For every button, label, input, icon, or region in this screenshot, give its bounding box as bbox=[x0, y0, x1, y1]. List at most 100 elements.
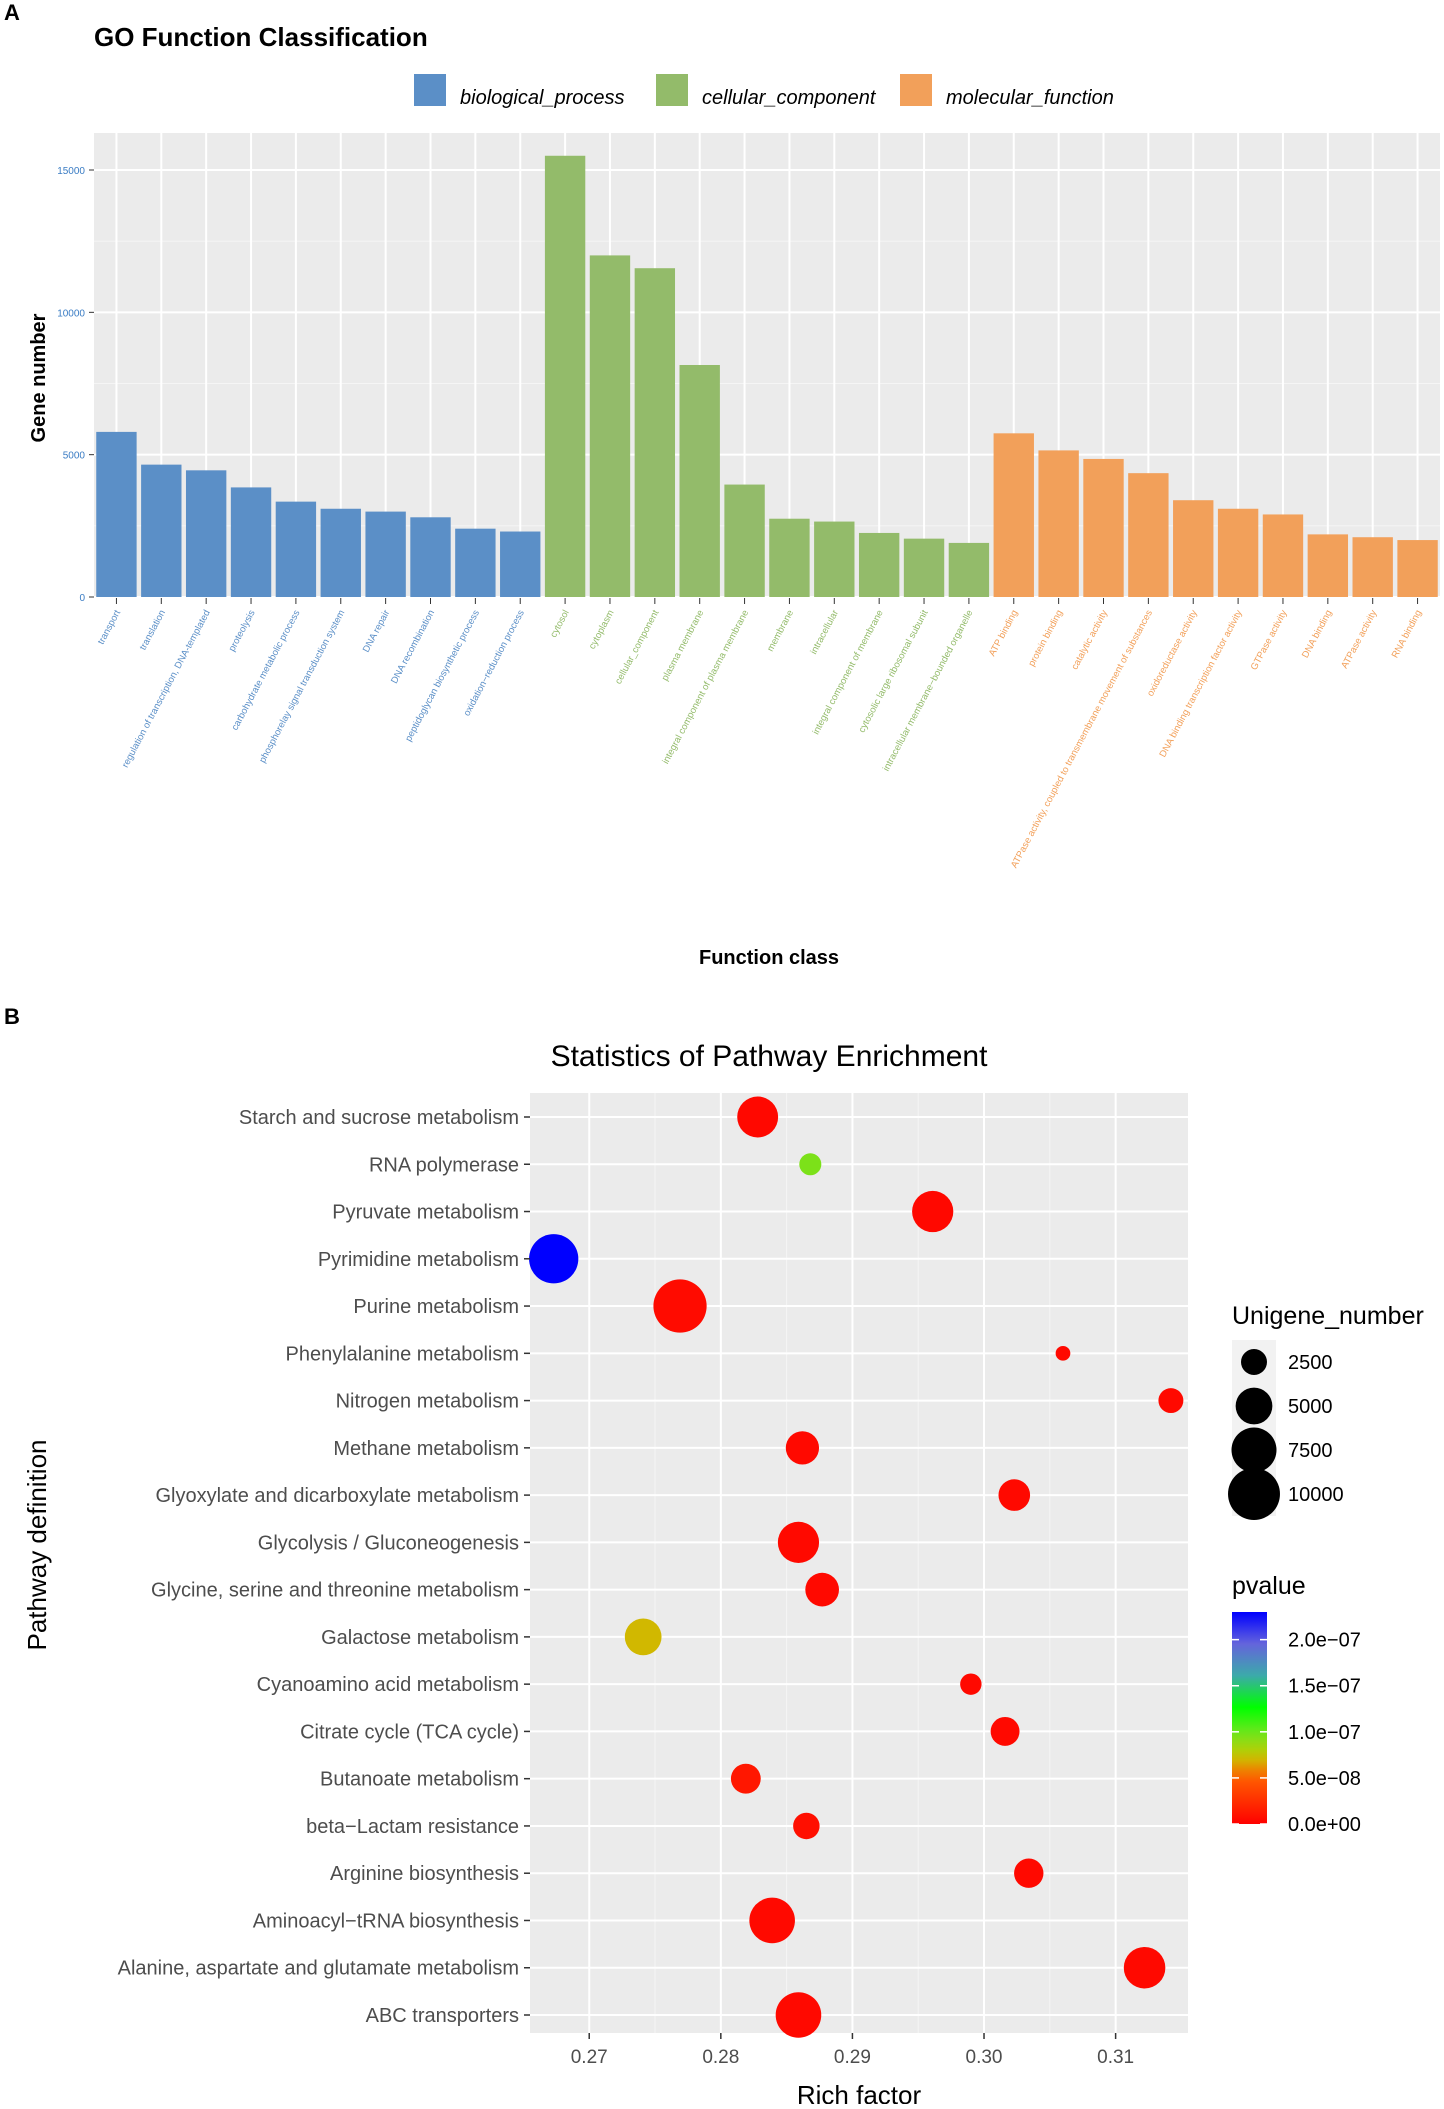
bar-0 bbox=[96, 431, 137, 597]
x-tick-label-1: translation bbox=[138, 608, 168, 652]
y-tick-label: 15000 bbox=[57, 166, 85, 177]
x-tick-label-19: intracellular membrane−bounded organelle bbox=[881, 608, 976, 773]
pathway-y-axis-label: Pathway definition bbox=[22, 1439, 52, 1650]
go-x-axis-label: Function class bbox=[699, 947, 839, 969]
color-legend-title: pvalue bbox=[1232, 1572, 1306, 1600]
pw-y-tick-label-1: RNA polymerase bbox=[369, 1154, 519, 1176]
pw-y-tick-label-5: Phenylalanine metabolism bbox=[286, 1343, 519, 1365]
go-y-axis: 0 5000 10000 15000 bbox=[57, 166, 94, 604]
bar-24 bbox=[1173, 500, 1214, 597]
pw-y-tick-label-7: Methane metabolism bbox=[333, 1438, 519, 1460]
bar-1 bbox=[141, 464, 182, 597]
pw-y-tick-label-16: Arginine biosynthesis bbox=[330, 1863, 519, 1885]
size-legend-label-1: 5000 bbox=[1288, 1396, 1333, 1418]
pathway-x-axis: 0.27 0.28 0.29 0.30 0.31 bbox=[571, 2033, 1134, 2068]
bar-17 bbox=[858, 532, 900, 597]
bar-26 bbox=[1262, 514, 1304, 597]
bar-9 bbox=[500, 531, 541, 597]
x-tick-label-25: DNA binding transcription factor activit… bbox=[1157, 608, 1244, 759]
bar-16 bbox=[814, 521, 855, 597]
x-tick-label-8: peptidoglycan biosynthetic process bbox=[403, 608, 482, 743]
point-17 bbox=[749, 1897, 795, 1944]
pathway-x-axis-label: Rich factor bbox=[797, 2080, 922, 2104]
x-tick-label-11: cytoplasm bbox=[587, 608, 617, 651]
pathway-plot-panel bbox=[530, 1093, 1188, 2033]
pw-y-tick-label-14: Butanoate metabolism bbox=[320, 1769, 519, 1791]
bar-4 bbox=[275, 501, 317, 597]
point-3 bbox=[529, 1234, 579, 1284]
point-1 bbox=[799, 1153, 822, 1176]
point-10 bbox=[805, 1572, 839, 1607]
size-legend-dot-1 bbox=[1235, 1387, 1273, 1425]
color-legend-label-0: 2.0e−07 bbox=[1288, 1630, 1361, 1652]
y-tick-label: 5000 bbox=[63, 451, 86, 462]
point-6 bbox=[1158, 1388, 1184, 1414]
pw-y-tick-label-2: Pyruvate metabolism bbox=[332, 1202, 519, 1224]
pw-x-tick-label: 0.27 bbox=[571, 2047, 608, 2068]
point-18 bbox=[1123, 1946, 1166, 1989]
bar-18 bbox=[903, 538, 945, 597]
pw-y-tick-label-18: Alanine, aspartate and glutamate metabol… bbox=[118, 1958, 519, 1980]
legend-swatch-cellular_component bbox=[656, 74, 688, 106]
bar-28 bbox=[1352, 537, 1393, 597]
pw-y-tick-label-4: Purine metabolism bbox=[353, 1296, 519, 1318]
x-tick-label-14: integral component of plasma membrane bbox=[660, 608, 751, 766]
pw-x-tick-label: 0.30 bbox=[966, 2047, 1003, 2068]
x-tick-label-21: protein binding bbox=[1026, 608, 1065, 668]
size-legend-dot-0 bbox=[1241, 1349, 1267, 1375]
bar-10 bbox=[544, 155, 586, 597]
bar-5 bbox=[320, 508, 361, 597]
bar-22 bbox=[1083, 458, 1124, 597]
x-tick-label-29: RNA binding bbox=[1390, 608, 1425, 660]
point-5 bbox=[1055, 1345, 1071, 1361]
pw-y-tick-label-13: Citrate cycle (TCA cycle) bbox=[300, 1721, 519, 1743]
bar-27 bbox=[1307, 534, 1349, 597]
pw-y-tick-label-17: Aminoacyl−tRNA biosynthesis bbox=[253, 1910, 519, 1932]
point-12 bbox=[960, 1673, 982, 1695]
x-tick-label-13: plasma membrane bbox=[660, 608, 707, 683]
bar-2 bbox=[185, 470, 227, 597]
x-tick-label-27: DNA binding bbox=[1300, 608, 1335, 660]
bar-11 bbox=[589, 255, 631, 597]
go-bars bbox=[96, 155, 1438, 597]
bar-3 bbox=[230, 487, 272, 597]
point-8 bbox=[998, 1479, 1031, 1511]
point-2 bbox=[912, 1190, 954, 1233]
size-legend-dot-2 bbox=[1231, 1427, 1277, 1473]
bar-12 bbox=[634, 268, 676, 597]
color-legend-ticks: 2.0e−07 1.5e−07 1.0e−07 5.0e−08 0.0e+00 bbox=[1232, 1630, 1361, 1836]
pw-y-tick-label-8: Glyoxylate and dicarboxylate metabolism bbox=[155, 1485, 519, 1507]
color-legend-label-1: 1.5e−07 bbox=[1288, 1676, 1361, 1698]
size-legend-label-3: 10000 bbox=[1288, 1484, 1344, 1506]
pw-y-tick-label-6: Nitrogen metabolism bbox=[336, 1391, 519, 1413]
bar-6 bbox=[365, 511, 406, 597]
x-tick-label-28: ATPase activity bbox=[1339, 608, 1379, 671]
pw-y-tick-label-9: Glycolysis / Gluconeogenesis bbox=[258, 1532, 519, 1554]
go-legend: biological_process cellular_component mole… bbox=[414, 74, 1114, 109]
color-legend-label-2: 1.0e−07 bbox=[1288, 1722, 1361, 1744]
bar-29 bbox=[1397, 540, 1438, 597]
go-chart-title: GO Function Classification bbox=[94, 22, 428, 52]
y-tick-label: 10000 bbox=[57, 308, 85, 319]
bar-15 bbox=[769, 518, 810, 597]
bar-21 bbox=[1038, 450, 1079, 597]
bar-14 bbox=[724, 484, 765, 597]
point-4 bbox=[653, 1279, 707, 1333]
x-tick-label-22: catalytic activity bbox=[1069, 608, 1110, 672]
x-tick-label-26: GTPase activity bbox=[1249, 608, 1290, 672]
go-chart: GO Function Classification biological_pr… bbox=[28, 22, 1440, 969]
point-9 bbox=[777, 1521, 820, 1563]
pw-y-tick-label-10: Glycine, serine and threonine metabolism bbox=[151, 1580, 519, 1602]
legend-swatch-molecular_function bbox=[900, 74, 932, 106]
pvalue-colorbar bbox=[1232, 1612, 1267, 1824]
pathway-gridlines bbox=[530, 1093, 1188, 2033]
x-tick-label-7: DNA recombination bbox=[389, 608, 437, 685]
point-0 bbox=[737, 1096, 779, 1138]
pw-y-tick-label-0: Starch and sucrose metabolism bbox=[239, 1107, 519, 1129]
size-legend-label-2: 7500 bbox=[1288, 1440, 1333, 1462]
go-y-axis-label: Gene number bbox=[28, 313, 50, 442]
size-legend: Unigene_number 2500 5000 7500 10000 bbox=[1228, 1302, 1424, 1520]
